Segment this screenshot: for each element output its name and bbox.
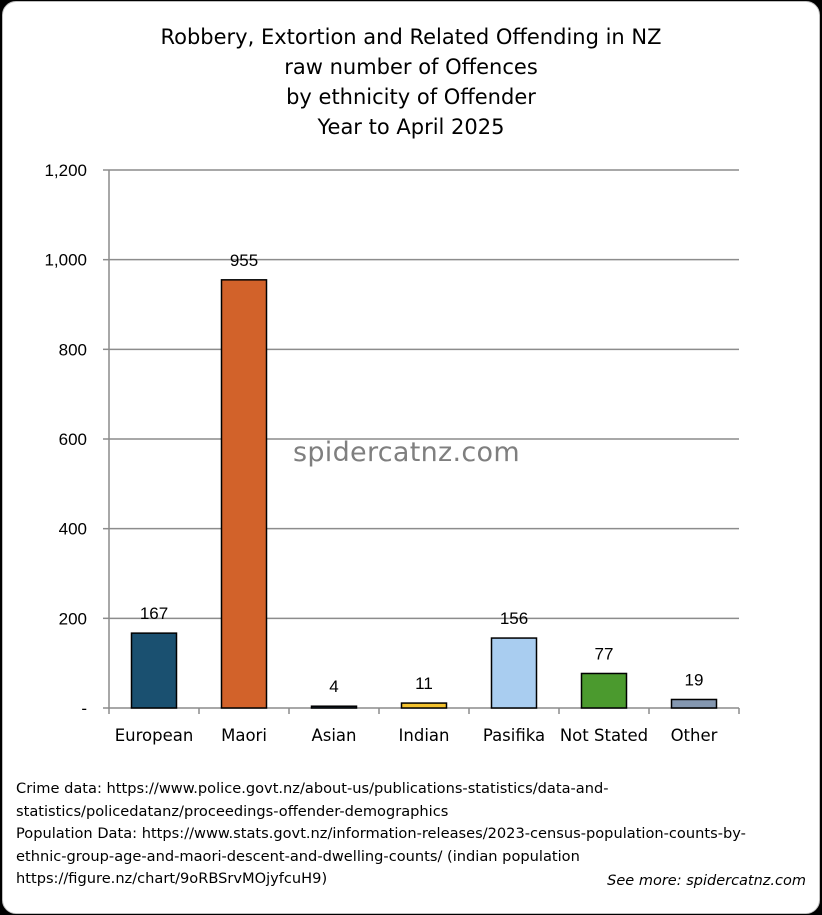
source-line-2: statistics/policedatanz/proceedings-offe… (16, 802, 449, 820)
bar-not-stated (580, 672, 628, 709)
title-line-3: by ethnicity of Offender (286, 85, 536, 109)
y-tick-label: - (81, 699, 87, 718)
x-category-label: Indian (399, 726, 450, 745)
title-line-1: Robbery, Extortion and Related Offending… (160, 25, 662, 49)
y-tick-label: 400 (59, 520, 87, 539)
bar-maori (220, 279, 268, 709)
data-label: 955 (230, 251, 258, 270)
watermark: spidercatnz.com (293, 437, 520, 468)
x-category-label: European (115, 726, 194, 745)
source-line-3: Population Data: https://www.stats.govt.… (16, 825, 746, 842)
data-label: 19 (685, 670, 704, 689)
x-category-label: Maori (221, 726, 267, 745)
data-label: 4 (329, 677, 338, 696)
source-line-1: Crime data: https://www.police.govt.nz/a… (16, 780, 609, 797)
see-more-link: See more: spidercatnz.com (607, 873, 806, 889)
data-label: 167 (140, 604, 168, 623)
title-line-4: Year to April 2025 (317, 115, 505, 139)
source-line-4: ethnic-group-age-and-maori-descent-and-d… (16, 847, 580, 865)
data-label: 156 (500, 609, 528, 628)
x-category-label: Other (671, 726, 718, 745)
x-category-label: Not Stated (560, 726, 648, 745)
y-tick-label: 1,200 (44, 161, 87, 180)
y-tick-label: 1,000 (44, 251, 87, 270)
y-tick-label: 800 (59, 340, 87, 359)
bar-pasifika (490, 637, 538, 709)
y-tick-label: 600 (59, 430, 87, 449)
sources-note: Crime data: https://www.police.govt.nz/a… (16, 778, 816, 891)
title-line-2: raw number of Offences (284, 55, 538, 79)
y-tick-label: 200 (59, 609, 87, 628)
bar-other (670, 698, 718, 709)
x-category-label: Asian (311, 726, 356, 745)
source-line-5: https://figure.nz/chart/9oRBSrvMOjyfcuH9… (16, 870, 328, 887)
bar-european (130, 632, 178, 709)
chart-title: Robbery, Extortion and Related Offending… (0, 22, 822, 142)
bar-indian (400, 702, 448, 709)
bar-asian (310, 705, 358, 709)
data-label: 77 (595, 644, 614, 663)
x-category-label: Pasifika (483, 726, 545, 745)
data-label: 11 (415, 674, 433, 693)
